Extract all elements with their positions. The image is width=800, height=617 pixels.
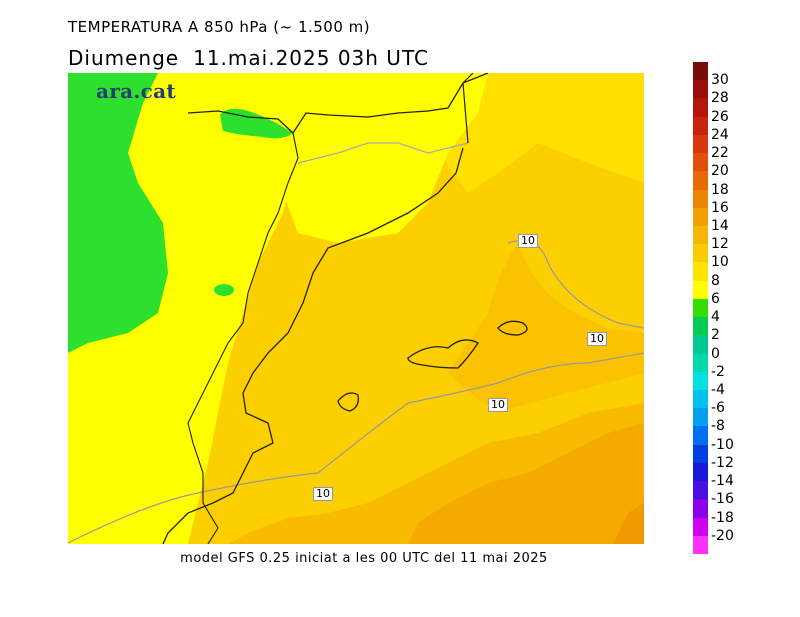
map-canvas xyxy=(68,73,644,544)
field-green-dot xyxy=(214,284,234,296)
temperature-map: ara.cat 10 10 10 10 xyxy=(68,73,644,544)
model-caption: model GFS 0.25 iniciat a les 00 UTC del … xyxy=(180,551,548,566)
field-8-upper xyxy=(428,73,644,193)
legend-swatch xyxy=(693,244,708,263)
contour-label: 10 xyxy=(587,332,607,346)
legend-label: -20 xyxy=(711,527,734,544)
legend-label: 6 xyxy=(711,290,720,307)
legend-label: 26 xyxy=(711,108,729,125)
legend-colorbar xyxy=(693,62,708,555)
legend-label: 24 xyxy=(711,126,729,143)
legend-label: -4 xyxy=(711,382,725,398)
border-inland xyxy=(187,132,299,544)
island-mallorca xyxy=(407,339,479,369)
legend-label: -10 xyxy=(711,436,734,453)
legend-swatch xyxy=(693,80,708,99)
brand-logo: ara.cat xyxy=(96,79,176,103)
legend-swatch xyxy=(693,207,708,227)
legend-label: 28 xyxy=(711,90,729,107)
legend-swatch xyxy=(693,335,708,355)
field-green-west xyxy=(68,73,168,353)
legend-label: 12 xyxy=(711,236,729,253)
coastline-north xyxy=(187,73,489,135)
legend-label: -12 xyxy=(711,454,734,471)
legend-swatch xyxy=(693,98,708,118)
legend-label: -2 xyxy=(711,363,725,380)
legend-swatch xyxy=(693,535,708,555)
legend-swatch xyxy=(693,134,708,154)
legend-label: 18 xyxy=(711,181,729,198)
field-green-patch xyxy=(220,108,293,139)
border-france xyxy=(297,142,469,164)
legend-swatch xyxy=(693,426,708,446)
legend-swatch xyxy=(693,298,708,318)
legend-swatch xyxy=(693,499,708,519)
legend-label: 4 xyxy=(711,309,720,326)
legend-swatch xyxy=(693,462,708,482)
legend-label: -16 xyxy=(711,491,734,508)
legend-label: 20 xyxy=(711,163,729,180)
coastline-east xyxy=(162,147,464,544)
legend-swatch xyxy=(693,353,708,373)
legend-label: 10 xyxy=(711,254,729,271)
legend-swatch xyxy=(693,226,708,245)
legend-swatch xyxy=(693,153,708,172)
legend-label: 22 xyxy=(711,145,729,162)
border-east xyxy=(462,73,474,144)
legend-label: 16 xyxy=(711,199,729,216)
field-14-corner xyxy=(613,503,644,544)
contour-label: 10 xyxy=(313,487,333,501)
legend-label: 14 xyxy=(711,218,729,234)
legend-swatch xyxy=(693,62,708,81)
legend-swatch xyxy=(693,408,708,427)
island-ibiza xyxy=(337,392,359,412)
legend-swatch xyxy=(693,390,708,409)
legend-label: -6 xyxy=(711,400,725,417)
legend-swatch xyxy=(693,280,708,300)
title-date: 11.mai.2025 03h UTC xyxy=(193,46,429,70)
legend-swatch xyxy=(693,481,708,500)
field-12-14 xyxy=(408,423,644,544)
legend-label: 8 xyxy=(711,272,720,289)
contour-label: 10 xyxy=(518,234,538,248)
legend-swatch xyxy=(693,171,708,191)
map-title: TEMPERATURA A 850 hPa (~ 1.500 m) xyxy=(68,18,371,36)
legend-label: 0 xyxy=(711,345,720,362)
field-6-8-north xyxy=(208,73,488,243)
island-menorca xyxy=(497,320,528,336)
contour-label: 10 xyxy=(488,398,508,412)
legend-swatch xyxy=(693,444,708,464)
legend-swatch xyxy=(693,116,708,136)
color-legend: 30 28 26 24 22 20 18 16 14 12 10 8 6 4 2 0 -2 -4 -6 -8 -10 -1… xyxy=(693,62,793,555)
legend-swatch xyxy=(693,262,708,282)
title-day: Diumenge xyxy=(68,46,180,70)
field-10-12-mid xyxy=(448,243,644,413)
legend-swatch xyxy=(693,371,708,391)
legend-swatch xyxy=(693,189,708,209)
legend-label: -14 xyxy=(711,473,734,490)
legend-swatch xyxy=(693,317,708,336)
legend-label: -18 xyxy=(711,509,734,526)
legend-label: -8 xyxy=(711,418,725,435)
legend-swatch xyxy=(693,517,708,537)
legend-label: 2 xyxy=(711,327,720,344)
isotherm-10-b xyxy=(68,352,644,544)
legend-label: 30 xyxy=(711,72,729,89)
map-subtitle: Diumenge 11.mai.2025 03h UTC xyxy=(68,46,429,70)
